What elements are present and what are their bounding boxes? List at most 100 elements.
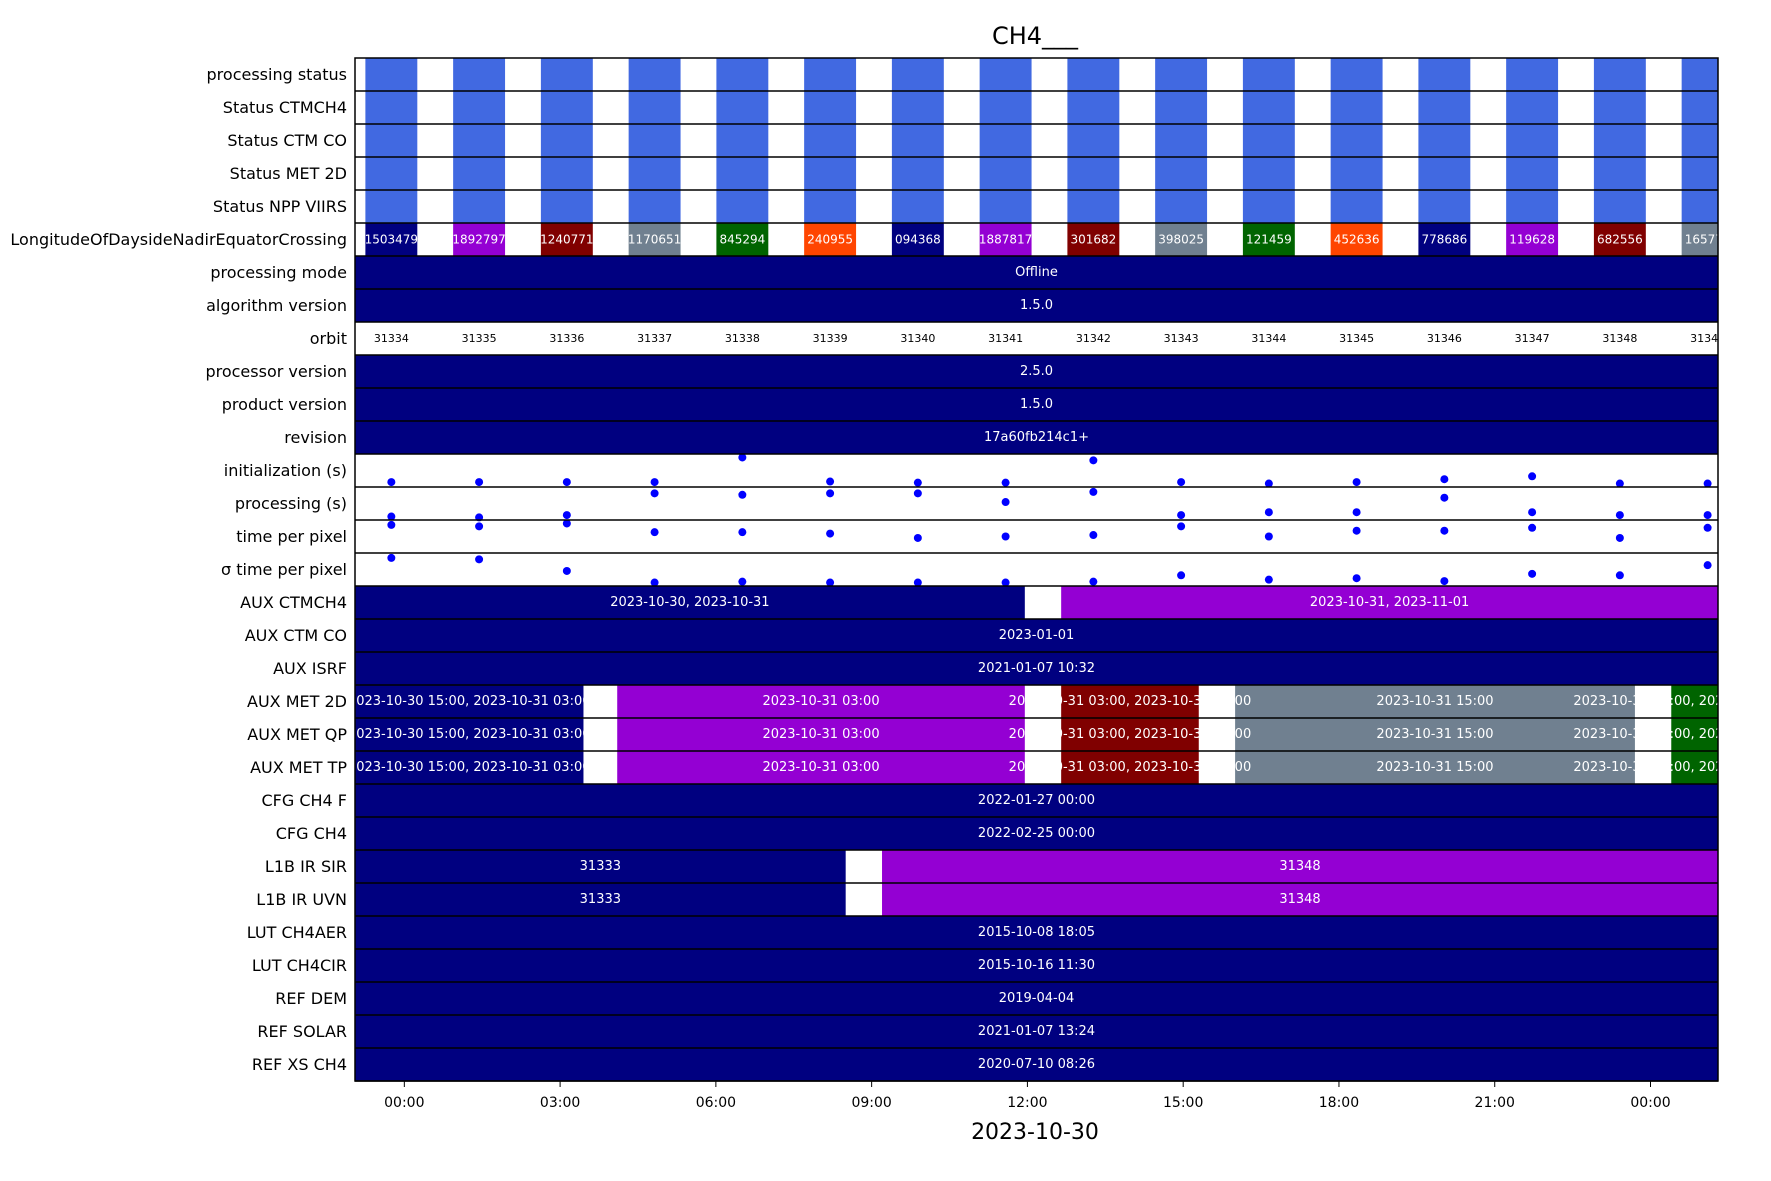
status-block: [365, 124, 418, 157]
status-block: [1155, 124, 1208, 157]
status-block: [804, 124, 857, 157]
status-block: [1067, 124, 1120, 157]
value-label: 2015-10-16 11:30: [978, 958, 1095, 973]
data-point: [1615, 533, 1624, 542]
orbit-number: 31335: [462, 332, 497, 345]
status-block: [1242, 91, 1295, 124]
value-bar: [355, 355, 1718, 388]
row-label: LUT CH4CIR: [252, 956, 347, 975]
span-label: 2023-10-31 15:00: [1376, 760, 1493, 775]
data-point: [1352, 508, 1361, 517]
value-bar: [355, 289, 1718, 322]
status-block: [1418, 190, 1471, 223]
data-point: [650, 578, 659, 587]
longitude-block: [1330, 223, 1383, 256]
longitude-block: [1155, 223, 1208, 256]
x-tick-label: 03:00: [540, 1095, 580, 1111]
data-point: [1615, 571, 1624, 580]
row-label: CFG CH4: [276, 824, 347, 843]
data-point: [1001, 498, 1010, 507]
data-point: [475, 478, 484, 487]
x-tick-label: 00:00: [1630, 1095, 1670, 1111]
longitude-block: [979, 223, 1032, 256]
value-bar: [355, 421, 1718, 454]
row-label: orbit: [310, 329, 347, 348]
data-point: [650, 528, 659, 537]
span-bar: [1061, 586, 1718, 619]
status-block: [716, 58, 769, 91]
status-block: [1155, 190, 1208, 223]
span-bar: [1061, 751, 1199, 784]
status-block: [979, 124, 1032, 157]
longitude-block: [804, 223, 857, 256]
status-block: [1330, 190, 1383, 223]
status-block: [1506, 58, 1559, 91]
status-block: [1242, 190, 1295, 223]
value-label: 1.5.0: [1020, 298, 1053, 313]
value-bar: [355, 1048, 1718, 1081]
span-label: 2023-10-31 15:00, 2023-11-01 03:00: [1573, 760, 1771, 775]
row-label: AUX CTM CO: [245, 626, 347, 645]
row-label: algorithm version: [206, 296, 347, 315]
status-block: [365, 190, 418, 223]
span-label: 2023-10-31 15:00: [1376, 727, 1493, 742]
data-point: [826, 489, 835, 498]
span-bar: [355, 685, 584, 718]
value-bar: [355, 949, 1718, 982]
value-bar: [355, 982, 1718, 1015]
longitude-label: 1892797: [452, 233, 505, 247]
value-label: 2022-02-25 00:00: [978, 826, 1095, 841]
span-bar: [617, 685, 1025, 718]
status-block: [1681, 91, 1718, 124]
row-label: L1B IR UVN: [256, 890, 347, 909]
row-label: Status CTM CO: [227, 131, 347, 150]
span-label: 2023-10-31 03:00, 2023-10-31 15:00: [1009, 727, 1252, 742]
status-block: [1155, 58, 1208, 91]
span-bar: [1061, 685, 1199, 718]
longitude-label: 398025: [1158, 233, 1204, 247]
row-label: revision: [284, 428, 347, 447]
data-point: [1177, 511, 1186, 520]
row-label: initialization (s): [224, 461, 347, 480]
data-point: [913, 489, 922, 498]
longitude-label: 240955: [807, 233, 853, 247]
status-block: [1681, 124, 1718, 157]
status-block: [365, 91, 418, 124]
status-block: [628, 190, 681, 223]
status-block: [1330, 91, 1383, 124]
row-label: LUT CH4AER: [247, 923, 347, 942]
row-label: Status CTMCH4: [223, 98, 347, 117]
data-point: [913, 578, 922, 587]
span-bar: [1671, 685, 1718, 718]
data-point: [1703, 523, 1712, 532]
longitude-block: [1593, 223, 1646, 256]
x-tick-label: 12:00: [1007, 1095, 1047, 1111]
row-label: Status NPP VIIRS: [213, 197, 347, 216]
longitude-block: [365, 223, 418, 256]
status-block: [365, 157, 418, 190]
value-bar: [355, 784, 1718, 817]
longitude-block: [891, 223, 944, 256]
data-point: [1440, 493, 1449, 502]
x-tick-label: 18:00: [1319, 1095, 1359, 1111]
status-block: [453, 157, 506, 190]
data-point: [387, 553, 396, 562]
data-point: [1001, 478, 1010, 487]
value-label: 2022-01-27 00:00: [978, 793, 1095, 808]
span-label: 2023-10-30 15:00, 2023-10-31 03:00: [348, 760, 591, 775]
longitude-block: [453, 223, 506, 256]
status-block: [1593, 190, 1646, 223]
status-block: [804, 157, 857, 190]
row-label: AUX CTMCH4: [240, 593, 347, 612]
status-block: [804, 190, 857, 223]
span-bar: [1235, 685, 1635, 718]
span-bar: [355, 850, 846, 883]
data-point: [1264, 532, 1273, 541]
data-point: [1001, 578, 1010, 587]
status-block: [628, 58, 681, 91]
status-block: [716, 157, 769, 190]
row-label: Status MET 2D: [230, 164, 347, 183]
value-label: 2020-07-10 08:26: [978, 1057, 1095, 1072]
status-block: [891, 190, 944, 223]
status-block: [979, 91, 1032, 124]
